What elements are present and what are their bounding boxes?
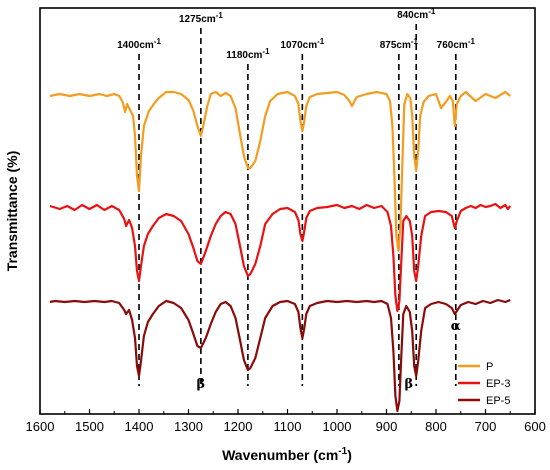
peak-label-875: 875cm-1 [380, 37, 419, 51]
x-tick-label: 600 [524, 419, 546, 434]
legend: P EP-3 EP-5 [458, 361, 510, 407]
x-axis-label: Wavenumber (cm-1) [222, 446, 352, 463]
x-tick-label: 800 [425, 419, 447, 434]
series-line-p [49, 90, 511, 253]
x-tick-label: 700 [475, 419, 497, 434]
series-line-ep-5 [49, 298, 511, 413]
series-line-ep-3 [49, 202, 512, 313]
x-tick-label: 1400 [125, 419, 154, 434]
x-tick-label: 1300 [174, 419, 203, 434]
x-tick-label: 1100 [274, 419, 302, 434]
legend-label-ep-5: EP-5 [486, 395, 510, 407]
peak-label-1275: 1275cm-1 [179, 11, 223, 25]
annotations: β β α [197, 319, 461, 392]
legend-label-ep-3: EP-3 [486, 378, 510, 390]
spectra-series [49, 90, 512, 413]
x-tick-label: 1500 [75, 419, 104, 434]
peak-label-1070: 1070cm-1 [280, 37, 324, 51]
x-tick-label: 1000 [323, 419, 352, 434]
annotation-alpha: α [451, 319, 461, 334]
x-axis: 1600 1500 1400 1300 1200 1100 1000 900 800 700 600 [26, 409, 546, 434]
peak-label-1180: 1180cm-1 [226, 47, 270, 61]
peak-label-760: 760cm-1 [437, 37, 476, 51]
x-tick-label: 1200 [224, 419, 253, 434]
annotation-beta: β [197, 377, 206, 392]
peak-label-840: 840cm-1 [397, 7, 436, 21]
x-tick-label: 1600 [26, 419, 55, 434]
annotation-beta: β [404, 377, 413, 392]
legend-label-p: P [486, 361, 493, 373]
peak-label-1400: 1400cm-1 [117, 37, 161, 51]
x-tick-label: 900 [376, 419, 398, 434]
peak-labels: 1400cm-1 1275cm-1 1180cm-1 1070cm-1 875cm-1 8… [117, 7, 475, 61]
y-axis-label: Transmittance (%) [4, 151, 20, 272]
